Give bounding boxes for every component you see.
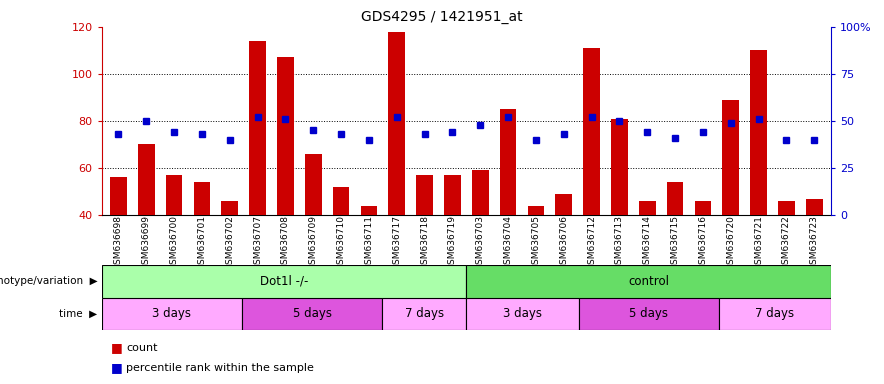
Text: GSM636698: GSM636698 bbox=[114, 215, 123, 270]
Text: GSM636715: GSM636715 bbox=[671, 215, 680, 270]
Bar bbox=[382, 298, 467, 330]
Bar bbox=[249, 41, 266, 215]
Text: GSM636702: GSM636702 bbox=[225, 215, 234, 270]
Text: percentile rank within the sample: percentile rank within the sample bbox=[126, 362, 315, 373]
Bar bbox=[472, 170, 489, 215]
Bar bbox=[499, 109, 516, 215]
Text: count: count bbox=[126, 343, 158, 353]
Text: GSM636707: GSM636707 bbox=[253, 215, 262, 270]
Bar bbox=[277, 58, 293, 215]
Text: GSM636705: GSM636705 bbox=[531, 215, 540, 270]
Text: GSM636717: GSM636717 bbox=[392, 215, 401, 270]
Bar bbox=[639, 201, 656, 215]
Text: GSM636723: GSM636723 bbox=[810, 215, 819, 270]
Bar bbox=[388, 31, 405, 215]
Bar bbox=[667, 182, 683, 215]
Bar bbox=[305, 154, 322, 215]
Text: GDS4295 / 1421951_at: GDS4295 / 1421951_at bbox=[362, 10, 522, 23]
Bar bbox=[528, 206, 545, 215]
Text: GSM636713: GSM636713 bbox=[615, 215, 624, 270]
Text: GSM636703: GSM636703 bbox=[476, 215, 484, 270]
Bar bbox=[583, 48, 600, 215]
Text: Dot1l -/-: Dot1l -/- bbox=[260, 275, 309, 288]
Text: genotype/variation  ▶: genotype/variation ▶ bbox=[0, 276, 97, 286]
Text: 7 days: 7 days bbox=[755, 308, 795, 320]
Text: ■: ■ bbox=[110, 341, 122, 354]
Bar bbox=[444, 175, 461, 215]
Text: 3 days: 3 days bbox=[152, 308, 191, 320]
Bar bbox=[578, 298, 719, 330]
Bar bbox=[611, 119, 628, 215]
Text: GSM636704: GSM636704 bbox=[504, 215, 513, 270]
Text: 5 days: 5 days bbox=[629, 308, 668, 320]
Text: GSM636712: GSM636712 bbox=[587, 215, 596, 270]
Text: GSM636706: GSM636706 bbox=[560, 215, 568, 270]
Text: GSM636709: GSM636709 bbox=[309, 215, 317, 270]
Text: GSM636700: GSM636700 bbox=[170, 215, 179, 270]
Text: GSM636714: GSM636714 bbox=[643, 215, 652, 270]
Text: GSM636718: GSM636718 bbox=[420, 215, 429, 270]
Bar bbox=[555, 194, 572, 215]
Bar bbox=[332, 187, 349, 215]
Text: GSM636721: GSM636721 bbox=[754, 215, 763, 270]
Text: GSM636716: GSM636716 bbox=[698, 215, 707, 270]
Text: 7 days: 7 days bbox=[405, 308, 444, 320]
Bar bbox=[242, 298, 382, 330]
Text: GSM636701: GSM636701 bbox=[197, 215, 206, 270]
Bar bbox=[361, 206, 377, 215]
Text: ■: ■ bbox=[110, 361, 122, 374]
Text: GSM636699: GSM636699 bbox=[141, 215, 150, 270]
Text: 3 days: 3 days bbox=[503, 308, 542, 320]
Bar bbox=[194, 182, 210, 215]
Text: GSM636710: GSM636710 bbox=[337, 215, 346, 270]
Bar bbox=[102, 298, 242, 330]
Text: time  ▶: time ▶ bbox=[59, 309, 97, 319]
Bar bbox=[722, 100, 739, 215]
Bar bbox=[719, 298, 831, 330]
Bar bbox=[165, 175, 182, 215]
Text: GSM636708: GSM636708 bbox=[281, 215, 290, 270]
Bar bbox=[806, 199, 823, 215]
Bar bbox=[138, 144, 155, 215]
Text: GSM636722: GSM636722 bbox=[782, 215, 791, 270]
Bar bbox=[467, 298, 578, 330]
Text: 5 days: 5 days bbox=[293, 308, 332, 320]
Text: GSM636720: GSM636720 bbox=[727, 215, 735, 270]
Bar bbox=[416, 175, 433, 215]
Bar bbox=[467, 265, 831, 298]
Text: GSM636719: GSM636719 bbox=[448, 215, 457, 270]
Bar bbox=[221, 201, 238, 215]
Bar bbox=[695, 201, 712, 215]
Text: GSM636711: GSM636711 bbox=[364, 215, 373, 270]
Text: control: control bbox=[629, 275, 669, 288]
Bar bbox=[778, 201, 795, 215]
Bar bbox=[751, 50, 767, 215]
Bar bbox=[102, 265, 467, 298]
Bar bbox=[110, 177, 126, 215]
